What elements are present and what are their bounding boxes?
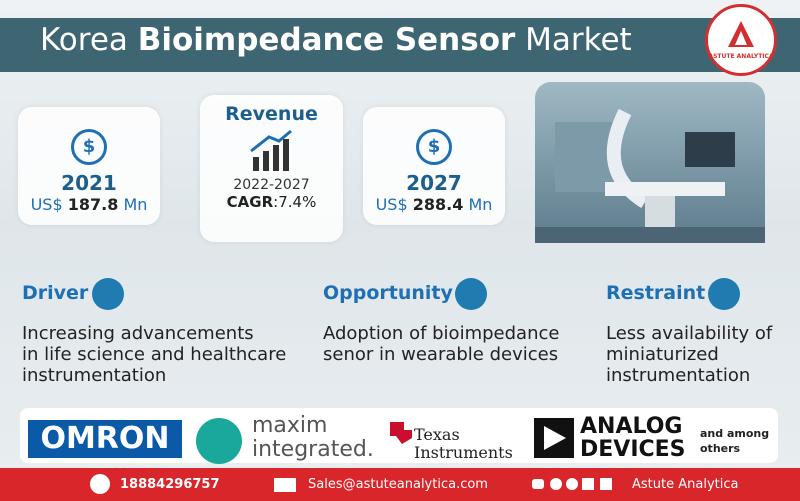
factor-text: instrumentation [22,365,167,386]
factor-title: Driver [22,282,89,304]
title: Korea Bioimpedance Sensor Market [40,22,632,58]
factor-text: Increasing advancements [22,323,254,344]
year: 2021 [61,171,117,195]
others-text: others [700,442,741,455]
maxim-text: maxim [252,413,328,438]
value: US$ 187.8 Mn [18,195,160,214]
amount: 288.4 [412,195,464,214]
title-band [0,18,800,72]
unit: Mn [468,195,493,214]
factor-icon [92,278,124,310]
stat-card: Revenue 2022-2027 CAGR:7.4% [200,95,343,242]
cagr-value: :7.4% [273,193,317,211]
title-text: Korea [40,22,128,58]
factor-title: Restraint [606,282,706,304]
growth-icon [249,129,292,171]
phone: 18884296757 [120,477,220,492]
currency: US$ [375,195,408,214]
ti-icon [390,422,412,444]
currency: US$ [30,195,63,214]
maxim-text: integrated. [252,437,374,462]
factor-title: Opportunity [323,282,453,304]
adi-logo: ANALOG DEVICES [580,415,686,461]
value: US$ 288.4 Mn [363,195,505,214]
others-text: and among [700,427,770,440]
factor-text: Adoption of bioimpedance [323,323,560,344]
photo [535,82,765,243]
unit: Mn [123,195,148,214]
dollar-icon: $ [71,129,107,165]
revenue-label: Revenue [225,103,318,125]
factor-text: miniaturized [606,344,719,365]
factor-icon [455,278,487,310]
title-bold: Bioimpedance Sensor [137,22,516,58]
ti-text: Instruments [414,443,513,462]
adi-icon [534,418,574,458]
factor-text: Less availability of [606,323,773,344]
factor-text: in life science and healthcare [22,344,287,365]
maxim-logo: maxim integrated. [252,414,374,462]
factor-icon [708,278,740,310]
phone-icon [90,474,110,494]
amount: 187.8 [67,195,119,214]
badge: ASTUTE ANALYTICA [705,4,777,76]
badge-text: ASTUTE ANALYTICA [708,53,774,60]
others: and among others [700,426,769,456]
adi-text: DEVICES [580,437,686,462]
brand: Astute Analytica [632,477,739,492]
dollar-icon: $ [416,129,452,165]
ti-text: Texas [414,425,460,444]
factor-text: instrumentation [606,365,751,386]
period: 2022-2027 [233,177,310,193]
mail-icon [274,478,296,492]
factor-text: senor in wearable devices [323,344,559,365]
email: Sales@astuteanalytica.com [308,477,488,492]
title-text: Market [525,22,632,58]
social-icons [532,478,612,490]
stat-card: $ 2021 US$ 187.8 Mn [18,107,160,225]
cagr-label: CAGR [226,193,274,211]
maxim-icon [196,418,242,464]
adi-text: ANALOG [580,414,683,439]
cagr: CAGR:7.4% [200,193,343,211]
stat-card: $ 2027 US$ 288.4 Mn [363,107,505,225]
ti-logo: Texas Instruments [414,426,513,462]
omron-logo: OMRON [28,420,182,458]
year: 2027 [406,171,462,195]
badge-icon [728,21,754,47]
footer [0,468,800,501]
